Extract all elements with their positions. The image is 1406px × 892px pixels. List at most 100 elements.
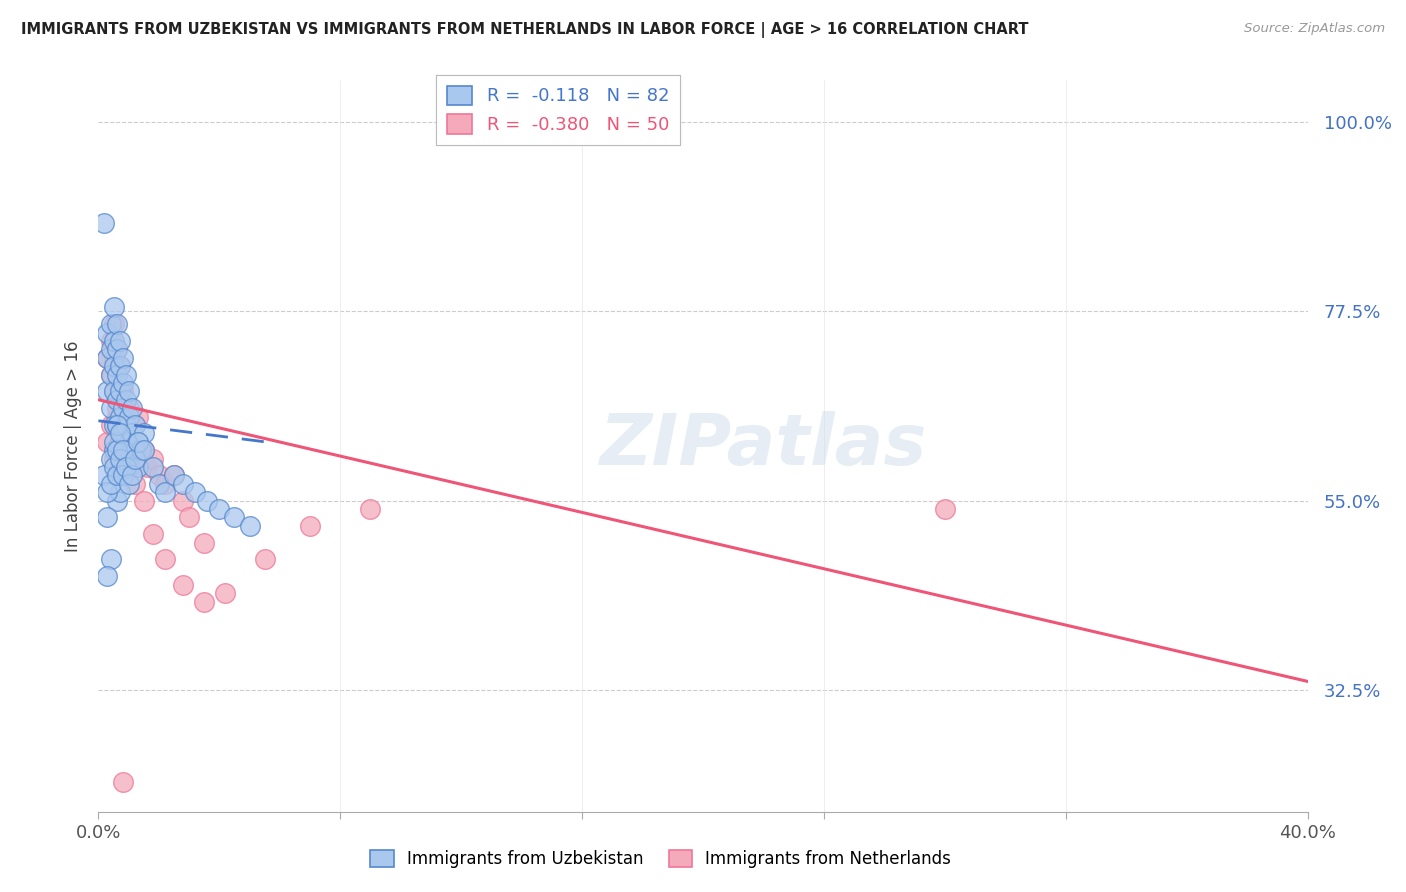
Point — [129, 443, 152, 458]
Point — [121, 401, 143, 416]
Point — [103, 434, 125, 449]
Point — [96, 434, 118, 449]
Point — [96, 510, 118, 524]
Y-axis label: In Labor Force | Age > 16: In Labor Force | Age > 16 — [63, 340, 82, 552]
Point — [108, 392, 131, 407]
Point — [118, 476, 141, 491]
Point — [121, 468, 143, 483]
Point — [111, 775, 134, 789]
Point — [105, 443, 128, 458]
Point — [105, 493, 128, 508]
Text: Source: ZipAtlas.com: Source: ZipAtlas.com — [1244, 22, 1385, 36]
Point — [114, 443, 136, 458]
Point — [114, 426, 136, 441]
Point — [105, 409, 128, 424]
Point — [129, 451, 152, 466]
Point — [114, 409, 136, 424]
Point — [100, 476, 122, 491]
Point — [127, 460, 149, 475]
Point — [111, 376, 134, 390]
Point — [299, 519, 322, 533]
Point — [100, 368, 122, 382]
Point — [111, 401, 134, 416]
Point — [142, 451, 165, 466]
Point — [108, 426, 131, 441]
Point — [172, 493, 194, 508]
Point — [103, 351, 125, 365]
Point — [105, 443, 128, 458]
Point — [103, 317, 125, 331]
Point — [224, 510, 246, 524]
Point — [108, 384, 131, 399]
Point — [132, 443, 155, 458]
Point — [111, 443, 134, 458]
Point — [100, 401, 122, 416]
Point — [108, 460, 131, 475]
Point — [121, 426, 143, 441]
Point — [124, 417, 146, 432]
Point — [103, 384, 125, 399]
Point — [111, 468, 134, 483]
Point — [105, 401, 128, 416]
Point — [163, 468, 186, 483]
Point — [360, 502, 382, 516]
Point — [100, 417, 122, 432]
Point — [127, 434, 149, 449]
Point — [105, 468, 128, 483]
Point — [108, 451, 131, 466]
Point — [103, 334, 125, 348]
Point — [132, 443, 155, 458]
Legend: R =  -0.118   N = 82, R =  -0.380   N = 50: R = -0.118 N = 82, R = -0.380 N = 50 — [436, 75, 681, 145]
Legend: Immigrants from Uzbekistan, Immigrants from Netherlands: Immigrants from Uzbekistan, Immigrants f… — [364, 843, 957, 875]
Point — [105, 392, 128, 407]
Point — [193, 535, 215, 549]
Point — [253, 552, 276, 566]
Point — [172, 476, 194, 491]
Point — [118, 460, 141, 475]
Point — [103, 451, 125, 466]
Point — [108, 334, 131, 348]
Point — [105, 343, 128, 357]
Text: IMMIGRANTS FROM UZBEKISTAN VS IMMIGRANTS FROM NETHERLANDS IN LABOR FORCE | AGE >: IMMIGRANTS FROM UZBEKISTAN VS IMMIGRANTS… — [21, 22, 1029, 38]
Point — [100, 334, 122, 348]
Point — [103, 417, 125, 432]
Point — [108, 409, 131, 424]
Point — [93, 216, 115, 230]
Point — [93, 468, 115, 483]
Point — [208, 502, 231, 516]
Point — [114, 460, 136, 475]
Point — [111, 417, 134, 432]
Point — [111, 351, 134, 365]
Point — [132, 426, 155, 441]
Point — [127, 409, 149, 424]
Point — [934, 502, 956, 516]
Point — [124, 476, 146, 491]
Point — [132, 493, 155, 508]
Point — [118, 434, 141, 449]
Point — [124, 417, 146, 432]
Point — [103, 460, 125, 475]
Point — [100, 317, 122, 331]
Point — [96, 351, 118, 365]
Point — [100, 552, 122, 566]
Point — [142, 460, 165, 475]
Point — [108, 434, 131, 449]
Point — [121, 426, 143, 441]
Point — [124, 443, 146, 458]
Point — [111, 468, 134, 483]
Point — [114, 417, 136, 432]
Point — [100, 451, 122, 466]
Point — [239, 519, 262, 533]
Point — [118, 460, 141, 475]
Point — [195, 493, 218, 508]
Point — [96, 351, 118, 365]
Point — [153, 476, 176, 491]
Point — [103, 300, 125, 314]
Point — [103, 359, 125, 373]
Point — [118, 384, 141, 399]
Point — [184, 485, 207, 500]
Point — [108, 359, 131, 373]
Point — [114, 368, 136, 382]
Point — [105, 343, 128, 357]
Point — [118, 401, 141, 416]
